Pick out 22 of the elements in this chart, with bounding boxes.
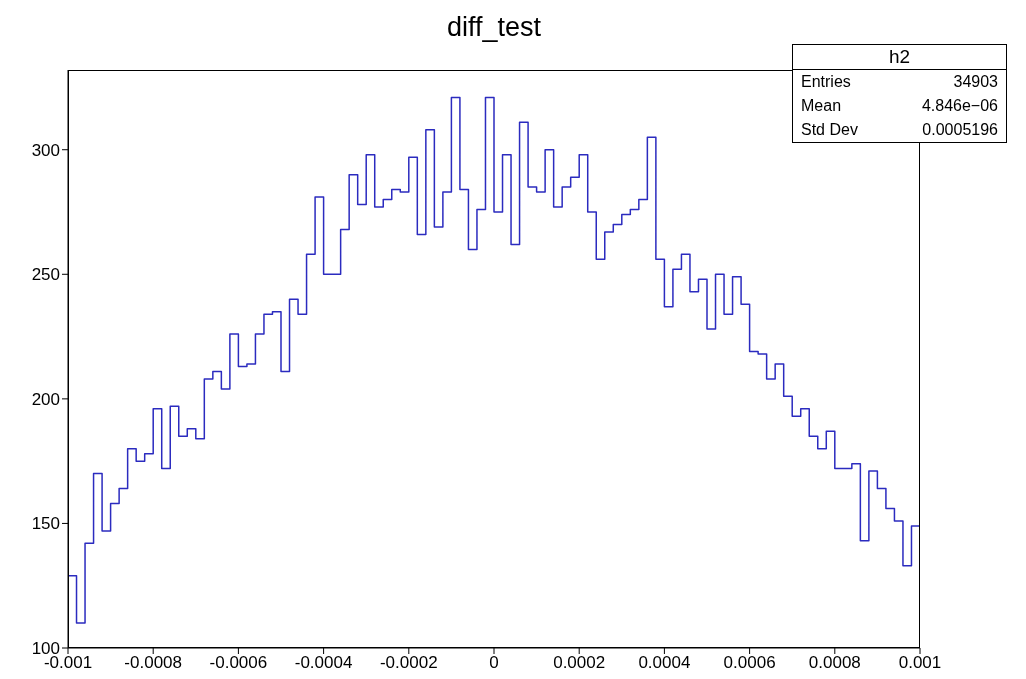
x-tick-label: 0.001 <box>898 653 942 673</box>
annotation: Std Dev <box>801 121 858 139</box>
annotation: Mean <box>801 97 842 115</box>
x-tick-label: -0.0006 <box>209 653 268 673</box>
x-tick-label: -0.0002 <box>379 653 438 673</box>
text: h2 <box>793 45 1006 70</box>
x-tick-label: -0.0008 <box>124 653 183 673</box>
x-tick-label: 0.0006 <box>723 653 776 673</box>
text: 34903 <box>953 73 998 91</box>
x-tick-label: 0 <box>489 653 499 673</box>
x-tick-label: 0.0008 <box>808 653 861 673</box>
text: 4.846e−06 <box>921 97 998 115</box>
y-tick-label: 200 <box>31 389 60 409</box>
x-tick-label: 0.0002 <box>553 653 606 673</box>
chart-title: diff_test <box>445 12 543 43</box>
annotation: Entries <box>801 73 851 91</box>
text: 0.0005196 <box>922 121 998 139</box>
x-tick-label: -0.0004 <box>294 653 353 673</box>
x-tick-label: 0.0004 <box>638 653 691 673</box>
y-tick-label: 250 <box>31 265 60 285</box>
y-tick-label: 150 <box>31 514 60 534</box>
y-tick-label: 300 <box>31 140 60 160</box>
